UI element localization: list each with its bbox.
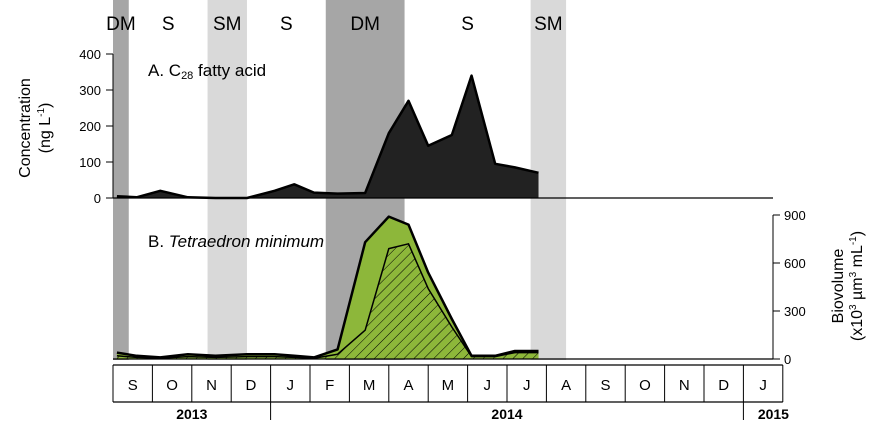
month-label: D (245, 377, 256, 394)
year-label: 2015 (758, 406, 789, 422)
season-band (207, 0, 247, 360)
season-band (113, 0, 129, 360)
panel-a-fatty-acid: 0 100 200 300 400 A. C28 fatty acid Concentr… (17, 47, 773, 206)
panel-a-ylabel-line2: (ng L-1) (36, 103, 54, 154)
month-label: N (679, 377, 690, 394)
year-label: 2014 (491, 406, 522, 422)
season-labels: DM S SM S DM S SM (106, 14, 563, 35)
month-label: S (600, 377, 610, 394)
month-label: M (363, 377, 376, 394)
month-label: J (287, 377, 295, 394)
month-label: O (639, 377, 651, 394)
month-label: J (759, 377, 767, 394)
season-label: DM (106, 14, 136, 35)
panel-b-ylabel-line2: (x103 µm3 mL-1) (848, 231, 866, 341)
series-area (116, 75, 539, 198)
series-line-total (116, 215, 539, 359)
month-label: S (128, 377, 138, 394)
season-label: S (162, 14, 175, 35)
y-tick-label: 900 (784, 208, 806, 223)
month-label: A (561, 377, 571, 394)
year-label: 2013 (176, 406, 207, 422)
y-tick-label: 300 (784, 304, 806, 319)
panel-a-title: A. C28 fatty acid (148, 61, 266, 82)
y-tick-label: 300 (79, 83, 101, 98)
month-label: O (166, 377, 178, 394)
month-label: F (325, 377, 334, 394)
y-tick-label: 400 (79, 47, 101, 62)
y-tick-label: 0 (94, 191, 101, 206)
year-axis: 2013 2014 2015 (176, 402, 789, 422)
month-label: D (718, 377, 729, 394)
month-label: J (484, 377, 492, 394)
y-tick-label: 0 (784, 352, 791, 367)
season-label: S (280, 14, 293, 35)
month-label: N (206, 377, 217, 394)
month-label: J (523, 377, 531, 394)
panel-b-ylabel-line1: Biovolume (830, 249, 847, 324)
series-area-hatched (116, 243, 539, 359)
series-line (116, 74, 539, 200)
month-label: M (442, 377, 455, 394)
panel-a-ylabel-line1: Concentration (17, 78, 34, 178)
y-tick-label: 100 (79, 155, 101, 170)
month-label: A (403, 377, 413, 394)
season-label: S (461, 14, 474, 35)
y-tick-label: 600 (784, 256, 806, 271)
panel-b-tetraedron: 0 300 600 900 B. Tetraedron minimum Biovolu… (113, 208, 866, 367)
season-label: DM (350, 14, 380, 35)
y-tick-label: 200 (79, 119, 101, 134)
season-label: SM (534, 14, 563, 35)
panel-b-title: B. Tetraedron minimum (148, 232, 324, 251)
season-label: SM (213, 14, 242, 35)
